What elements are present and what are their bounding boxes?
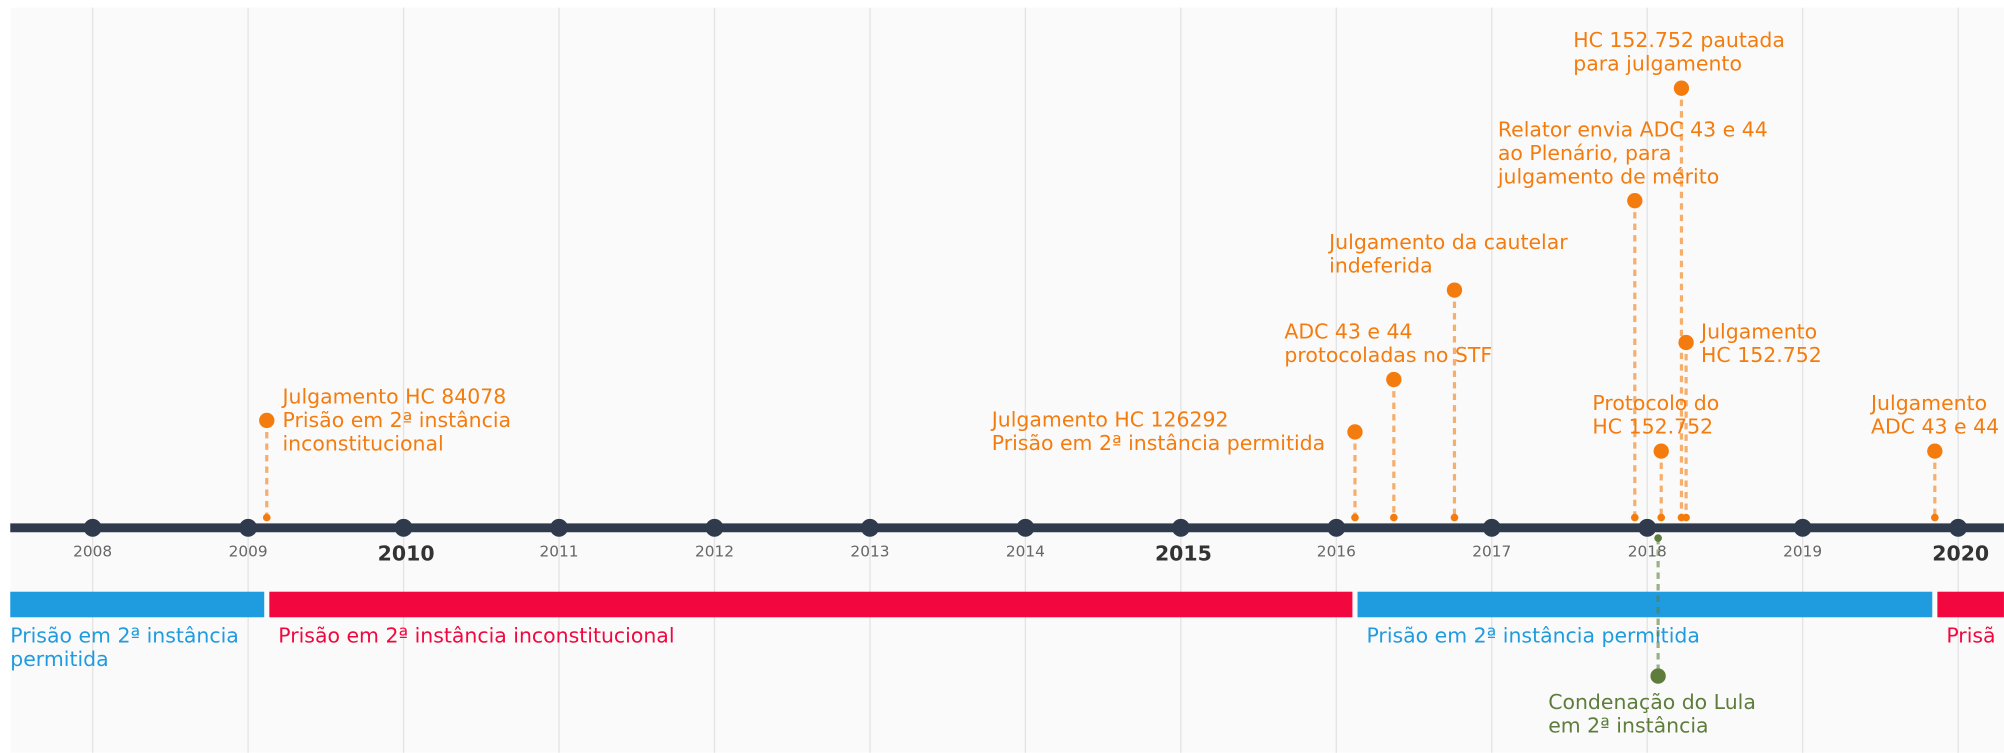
event-label: Julgamento HC 84078: [280, 384, 506, 408]
event-label: para julgamento: [1573, 52, 1742, 76]
period-bar: [269, 591, 1353, 618]
event-dot: [1446, 282, 1463, 298]
event-label: Prisão em 2ª instância: [282, 408, 511, 432]
event-foot: [1654, 534, 1662, 542]
event-foot: [1657, 513, 1666, 522]
event-foot: [1630, 513, 1639, 522]
event-label: Julgamento da cautelar: [1327, 230, 1568, 254]
x-tick-label: 2011: [540, 543, 579, 561]
event-label: HC 152.752: [1701, 343, 1822, 367]
period-label: Prisão em 2ª instância inconstitucional: [278, 623, 674, 647]
event-foot: [262, 513, 271, 522]
year-dot: [83, 518, 102, 537]
x-tick-label: 2013: [850, 543, 889, 561]
period-bar: [1937, 591, 2004, 618]
x-tick-label: 2008: [73, 543, 112, 561]
period-label: Prisão em 2ª instância: [10, 623, 239, 647]
x-tick-label: 2014: [1006, 543, 1045, 561]
x-tick-label: 2020: [1932, 542, 1989, 566]
period-label: Prisã: [1946, 623, 1995, 647]
year-dot: [1638, 518, 1657, 537]
event-dot: [1673, 80, 1690, 96]
period-label: Prisão em 2ª instância permitida: [1366, 623, 1699, 647]
x-tick-label: 2018: [1628, 543, 1667, 561]
event-label: Julgamento HC 126292: [990, 407, 1229, 431]
event-foot: [1930, 513, 1939, 522]
event-label: ADC 43 e 44: [1871, 414, 1999, 438]
x-tick-label: 2019: [1783, 543, 1822, 561]
event-label: Julgamento: [1869, 391, 1987, 415]
event-label: Relator envia ADC 43 e 44: [1498, 117, 1768, 141]
year-dot: [705, 518, 724, 537]
period-bar: [1357, 591, 1933, 618]
event-label: ao Plenário, para: [1498, 141, 1672, 165]
event-label: em 2ª instância: [1548, 714, 1708, 738]
event-label: julgamento de mérito: [1497, 165, 1719, 189]
year-dot: [1793, 518, 1812, 537]
event-dot: [1678, 334, 1694, 351]
event-dot: [1386, 371, 1402, 388]
event-dot: [1927, 443, 1943, 459]
event-label: inconstitucional: [282, 432, 443, 456]
year-dot: [394, 518, 413, 537]
x-tick-label: 2010: [378, 542, 435, 566]
year-dot: [1482, 518, 1501, 537]
period-label: permitida: [10, 647, 108, 671]
year-dot: [550, 518, 568, 537]
x-tick-label: 2017: [1472, 543, 1511, 561]
period-bar: [10, 591, 265, 618]
x-tick-label: 2016: [1317, 543, 1356, 561]
event-label: indeferida: [1329, 253, 1433, 277]
event-dot: [1650, 668, 1666, 684]
event-foot: [1682, 513, 1690, 522]
event-label: protocoladas no STF: [1284, 343, 1492, 367]
event-label: Protocolo do: [1592, 391, 1719, 415]
event-dot: [1627, 192, 1643, 209]
x-tick-label: 2015: [1155, 542, 1212, 566]
year-dot: [861, 518, 879, 537]
event-label: ADC 43 e 44: [1284, 319, 1412, 343]
year-dot: [1327, 518, 1346, 537]
event-label: Condenação do Lula: [1548, 690, 1756, 714]
event-dot: [1653, 443, 1669, 459]
year-dot: [1016, 518, 1035, 537]
event-label: Prisão em 2ª instância permitida: [992, 431, 1325, 455]
event-label: Julgamento: [1699, 319, 1817, 343]
event-label: HC 152.752: [1592, 414, 1713, 438]
year-dot: [239, 518, 258, 537]
x-tick-label: 2012: [695, 543, 734, 561]
plot-background: [10, 7, 2004, 753]
event-foot: [1351, 513, 1359, 522]
event-label: HC 152.752 pautada: [1573, 28, 1785, 52]
year-dot: [1949, 518, 1968, 537]
event-dot: [259, 412, 275, 429]
event-foot: [1390, 513, 1398, 522]
event-dot: [1347, 424, 1363, 440]
event-foot: [1450, 513, 1459, 522]
x-tick-label: 2009: [229, 543, 268, 561]
year-dot: [1171, 518, 1190, 537]
